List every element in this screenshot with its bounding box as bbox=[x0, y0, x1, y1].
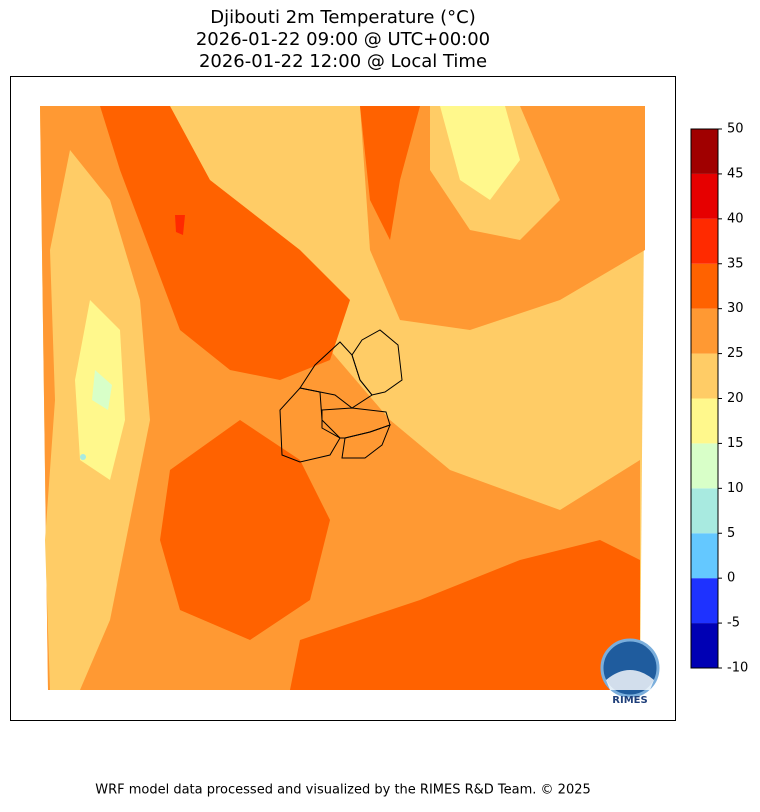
contour-area bbox=[100, 106, 350, 380]
temperature-field bbox=[40, 106, 645, 690]
title-line: 2026-01-22 09:00 @ UTC+00:00 bbox=[196, 29, 490, 50]
colorbar-tick-label: 15 bbox=[727, 436, 744, 451]
colorbar-bin bbox=[691, 173, 718, 219]
colorbar-tick-label: -5 bbox=[727, 616, 740, 631]
colorbar-bin bbox=[691, 129, 718, 174]
colorbar-bin bbox=[691, 263, 718, 309]
colorbar-tick-label: 45 bbox=[727, 166, 744, 181]
logo-text: RIMES bbox=[612, 695, 647, 706]
colorbar: -10 -5 0 5 10 15 20 25 30 35 40 45 50 bbox=[690, 122, 748, 676]
contour-area bbox=[290, 540, 640, 690]
footer: WRF model data processed and visualized … bbox=[95, 783, 591, 798]
colorbar-bin bbox=[691, 578, 718, 624]
contour-area bbox=[175, 215, 185, 235]
colorbar-tick-label: 50 bbox=[727, 122, 744, 137]
country-borders bbox=[279, 329, 403, 463]
colorbar-tick-label: 0 bbox=[727, 571, 735, 586]
contour-area bbox=[160, 420, 330, 640]
colorbar-tick-label: 30 bbox=[727, 301, 744, 316]
contour-area bbox=[440, 106, 520, 200]
map-frame bbox=[10, 76, 676, 721]
logo: RIMES bbox=[600, 638, 660, 706]
title-line: Djibouti 2m Temperature (°C) bbox=[210, 7, 476, 28]
contour-area bbox=[80, 454, 86, 460]
colorbar-bin bbox=[691, 443, 718, 489]
colorbar-bin bbox=[691, 533, 718, 579]
contour-area bbox=[360, 106, 420, 240]
colorbar-tick-label: 35 bbox=[727, 256, 744, 271]
colorbar-bin bbox=[691, 353, 718, 399]
colorbar-tick-label: 40 bbox=[727, 211, 744, 226]
contour-area bbox=[92, 370, 112, 410]
colorbar-bin bbox=[691, 218, 718, 264]
colorbar-bin bbox=[691, 398, 718, 444]
colorbar-bin bbox=[691, 308, 718, 354]
colorbar-tick-label: -10 bbox=[727, 661, 748, 676]
colorbar-bin bbox=[691, 488, 718, 534]
colorbar-tick-label: 5 bbox=[727, 526, 735, 541]
colorbar-bin bbox=[691, 623, 718, 668]
colorbar-tick-label: 25 bbox=[727, 346, 744, 361]
colorbar-tick-label: 20 bbox=[727, 391, 744, 406]
title-line: 2026-01-22 12:00 @ Local Time bbox=[199, 51, 487, 72]
colorbar-tick-label: 10 bbox=[727, 481, 744, 496]
